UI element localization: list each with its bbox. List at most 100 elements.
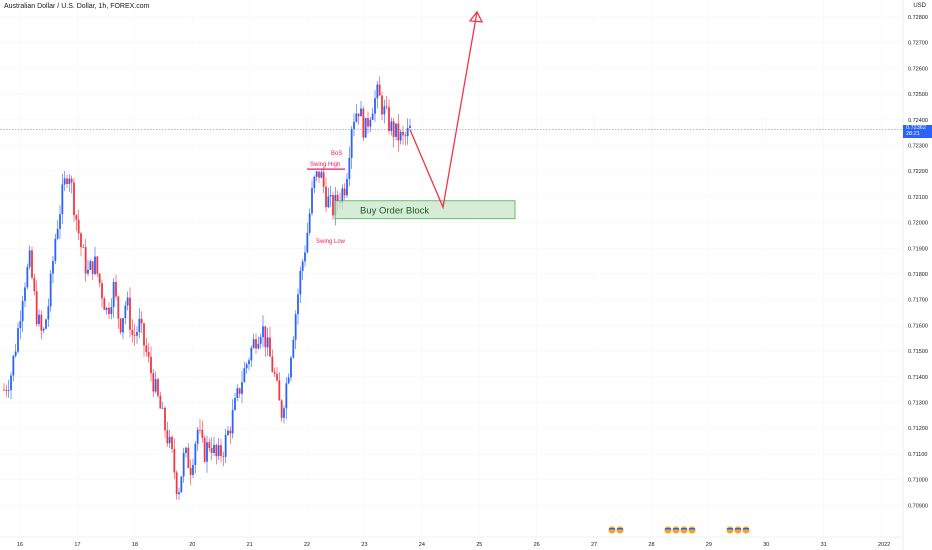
candle-body xyxy=(313,176,316,189)
projection-arrow-head xyxy=(468,10,484,23)
candle-body xyxy=(68,178,71,184)
candle-body xyxy=(192,465,194,475)
candle-body xyxy=(357,113,360,117)
candle-body xyxy=(52,261,54,274)
candle-body xyxy=(47,306,50,320)
candle-body xyxy=(378,84,381,96)
candle-body xyxy=(33,277,36,292)
candle-body xyxy=(124,305,127,318)
candle-body xyxy=(215,444,218,457)
event-flag-icon xyxy=(687,525,697,535)
candle-body xyxy=(166,430,169,444)
candle-body xyxy=(182,452,185,477)
price-tick-label: 0.71700 xyxy=(908,298,928,304)
candle-body xyxy=(364,118,367,138)
candle-body xyxy=(227,430,229,435)
price-tick-label: 0.71200 xyxy=(908,426,928,432)
event-flag-stripe xyxy=(665,528,671,530)
candle-body xyxy=(332,194,334,216)
candle-body xyxy=(14,351,17,356)
candle-body xyxy=(381,95,383,115)
candle-body xyxy=(66,178,68,184)
candle-body xyxy=(196,429,199,444)
time-tick-label: 16 xyxy=(17,542,23,548)
price-tick-label: 0.71600 xyxy=(908,323,928,329)
candle-body xyxy=(147,352,150,357)
swing-low-label: Swing Low xyxy=(316,239,346,245)
candle-body xyxy=(94,256,96,274)
event-flag-stripe xyxy=(743,528,749,530)
candle-body xyxy=(194,443,197,466)
chart-grid xyxy=(0,16,903,506)
candle-body xyxy=(73,182,75,216)
candle-body xyxy=(56,228,59,239)
candle-body xyxy=(199,429,201,431)
candle-body xyxy=(266,337,269,348)
candle-body xyxy=(35,291,38,325)
price-tick-label: 0.72700 xyxy=(908,41,928,47)
candle-body xyxy=(252,339,255,348)
candlestick-series xyxy=(3,76,411,500)
candle-body xyxy=(355,113,358,122)
time-tick-label: 28 xyxy=(648,542,654,548)
candle-body xyxy=(213,444,215,453)
time-tick-label: 2022 xyxy=(878,542,890,548)
candle-body xyxy=(348,157,351,180)
candle-body xyxy=(42,328,45,331)
candle-body xyxy=(222,455,225,457)
price-tick-label: 0.71800 xyxy=(908,272,928,278)
candle-body xyxy=(61,184,64,215)
candle-body xyxy=(175,472,178,495)
candle-body xyxy=(245,364,248,369)
candle-body xyxy=(397,123,400,141)
time-axis[interactable]: 16 17 18 20 21 22 23 24 25 26 27 28 29 30 31 2022 xyxy=(17,542,890,548)
candle-body xyxy=(84,247,87,274)
candle-body xyxy=(31,250,33,278)
candle-body xyxy=(217,445,220,457)
candle-body xyxy=(203,437,206,462)
time-tick-label: 27 xyxy=(591,542,597,548)
price-tick-label: 0.72100 xyxy=(908,195,928,201)
price-tick-label: 0.71300 xyxy=(908,401,928,407)
last-price-value: 0.72362 xyxy=(906,124,926,131)
event-flag-stripe xyxy=(735,528,741,530)
candle-body xyxy=(248,360,250,365)
candle-body xyxy=(103,298,106,310)
price-tick-label: 0.71100 xyxy=(908,452,927,458)
candle-body xyxy=(255,339,257,349)
bos-label: BoS xyxy=(331,151,342,157)
candle-body xyxy=(40,314,43,331)
candle-body xyxy=(115,281,117,297)
candle-body xyxy=(145,345,148,353)
price-axis[interactable]: 0.728000.727000.726000.725000.724000.723… xyxy=(908,15,928,509)
candle-body xyxy=(154,379,157,392)
candle-body xyxy=(131,329,134,335)
swing-high-label: Swing High xyxy=(310,162,340,168)
candle-body xyxy=(243,368,246,383)
candle-body xyxy=(234,398,236,410)
time-tick-label: 20 xyxy=(189,542,195,548)
candle-body xyxy=(152,373,155,392)
candle-body xyxy=(318,171,320,178)
candle-body xyxy=(21,300,24,322)
candle-body xyxy=(374,98,376,114)
time-tick-label: 26 xyxy=(534,542,540,548)
event-flag-stripe xyxy=(681,528,687,530)
candle-body xyxy=(399,132,402,141)
time-tick-label: 29 xyxy=(706,542,712,548)
candle-body xyxy=(133,334,136,336)
candle-body xyxy=(12,355,15,376)
time-tick-label: 24 xyxy=(419,542,425,548)
currency-label: USD xyxy=(913,3,926,9)
price-tick-label: 0.72200 xyxy=(908,169,928,175)
candle-body xyxy=(180,476,183,493)
candle-body xyxy=(367,118,369,127)
candle-body xyxy=(264,326,267,348)
candle-body xyxy=(259,337,262,344)
economic-events[interactable] xyxy=(607,525,751,535)
buy-order-block[interactable] xyxy=(334,200,516,220)
candle-body xyxy=(105,307,108,310)
candle-body xyxy=(164,407,166,431)
candle-body xyxy=(360,108,362,117)
